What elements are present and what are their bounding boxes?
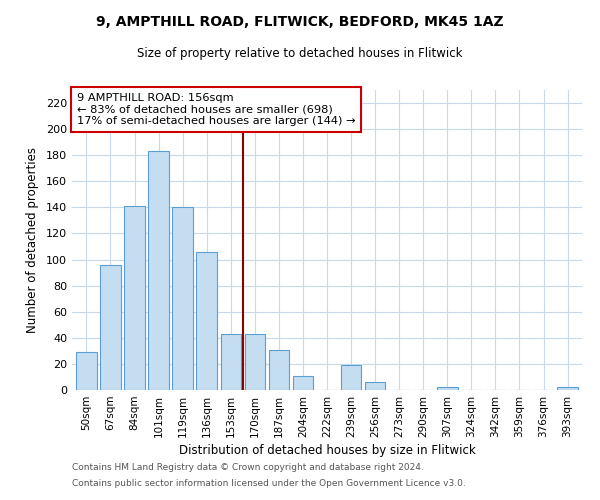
Bar — [245, 334, 265, 390]
Bar — [148, 152, 169, 390]
Bar — [269, 350, 289, 390]
Bar — [437, 388, 458, 390]
Bar — [293, 376, 313, 390]
Bar — [557, 388, 578, 390]
X-axis label: Distribution of detached houses by size in Flitwick: Distribution of detached houses by size … — [179, 444, 475, 457]
Bar — [124, 206, 145, 390]
Text: Contains public sector information licensed under the Open Government Licence v3: Contains public sector information licen… — [72, 478, 466, 488]
Bar — [221, 334, 241, 390]
Bar — [341, 365, 361, 390]
Bar — [365, 382, 385, 390]
Text: Contains HM Land Registry data © Crown copyright and database right 2024.: Contains HM Land Registry data © Crown c… — [72, 464, 424, 472]
Bar — [196, 252, 217, 390]
Y-axis label: Number of detached properties: Number of detached properties — [26, 147, 39, 333]
Text: 9, AMPTHILL ROAD, FLITWICK, BEDFORD, MK45 1AZ: 9, AMPTHILL ROAD, FLITWICK, BEDFORD, MK4… — [96, 15, 504, 29]
Bar — [172, 208, 193, 390]
Bar — [100, 265, 121, 390]
Text: Size of property relative to detached houses in Flitwick: Size of property relative to detached ho… — [137, 48, 463, 60]
Text: 9 AMPTHILL ROAD: 156sqm
← 83% of detached houses are smaller (698)
17% of semi-d: 9 AMPTHILL ROAD: 156sqm ← 83% of detache… — [77, 93, 356, 126]
Bar — [76, 352, 97, 390]
